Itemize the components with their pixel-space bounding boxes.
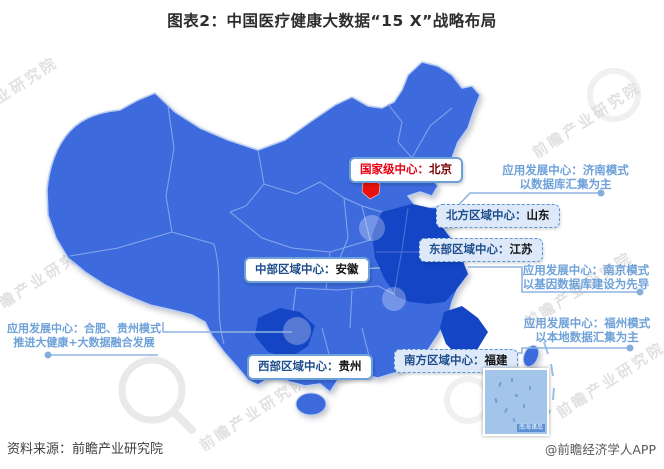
label-dev-hefei-guizhou: 应用发展中心：合肥、贵州模式 推进大健康+大数据融合发展 — [2, 322, 166, 350]
guizhou-highlight — [255, 308, 315, 358]
label-north-center: 北方区域中心：山东 — [436, 204, 560, 228]
taiwan-island — [522, 344, 540, 368]
north-center-name: 山东 — [526, 208, 550, 222]
south-china-sea-inset: 南海诸岛 — [483, 368, 549, 436]
dev-nanjing-line1: 应用发展中心：南京模式 — [522, 263, 650, 277]
hainan-island — [295, 392, 327, 416]
south-center-name: 福建 — [484, 353, 508, 367]
fujian-highlight — [440, 306, 488, 358]
dev-hefei-line1: 应用发展中心：合肥、贵州模式 — [7, 322, 161, 335]
connector-hefei-top — [162, 322, 292, 333]
source-note: 资料来源：前瞻产业研究院 — [7, 442, 164, 457]
central-center-prefix: 中部区域中心： — [255, 262, 336, 276]
east-center-name: 江苏 — [509, 242, 533, 256]
east-center-prefix: 东部区域中心： — [429, 242, 510, 256]
label-national-center: 国家级中心：北京 — [349, 157, 463, 183]
label-west-center: 西部区域中心：贵州 — [247, 354, 373, 380]
inset-label: 南海诸岛 — [516, 424, 545, 432]
figure-title: 图表2：中国医疗健康大数据“15 X”战略布局 — [167, 12, 497, 30]
label-east-center: 东部区域中心：江苏 — [419, 238, 543, 262]
label-dev-jinan: 应用发展中心：济南模式 以数据库汇集为主 — [478, 163, 653, 191]
dev-fuzhou-line1: 应用发展中心：福州模式 — [523, 316, 651, 330]
dev-fuzhou-line2: 以本地数据汇集为主 — [535, 330, 639, 344]
province-borders — [69, 103, 453, 361]
north-center-prefix: 北方区域中心： — [446, 208, 527, 222]
west-center-name: 贵州 — [338, 359, 362, 373]
connector-nanjing — [468, 266, 640, 293]
watermark-circle-icon — [283, 215, 514, 345]
central-center-name: 安徽 — [335, 262, 359, 276]
national-center-prefix: 国家级中心： — [360, 162, 429, 176]
west-center-prefix: 西部区域中心： — [258, 359, 339, 373]
label-dev-nanjing: 应用发展中心：南京模式 以基因数据库建设为先导 — [512, 263, 660, 291]
south-center-prefix: 南方区域中心： — [404, 353, 485, 367]
watermark-magnifier-icon — [118, 68, 641, 434]
label-south-center: 南方区域中心：福建 — [394, 349, 518, 373]
national-center-name: 北京 — [429, 162, 452, 176]
dev-jinan-line1: 应用发展中心：济南模式 — [502, 163, 629, 177]
connector-dots — [44, 189, 644, 359]
label-central-center: 中部区域中心：安徽 — [244, 257, 370, 283]
label-dev-fuzhou: 应用发展中心：福州模式 以本地数据汇集为主 — [513, 316, 661, 344]
dev-jinan-line2: 以数据库汇集为主 — [519, 177, 612, 191]
dev-nanjing-line2: 以基因数据库建设为先导 — [522, 277, 650, 291]
dev-hefei-line2: 推进大健康+大数据融合发展 — [13, 336, 155, 349]
credit-note: @前瞻经济学人APP — [544, 442, 656, 457]
